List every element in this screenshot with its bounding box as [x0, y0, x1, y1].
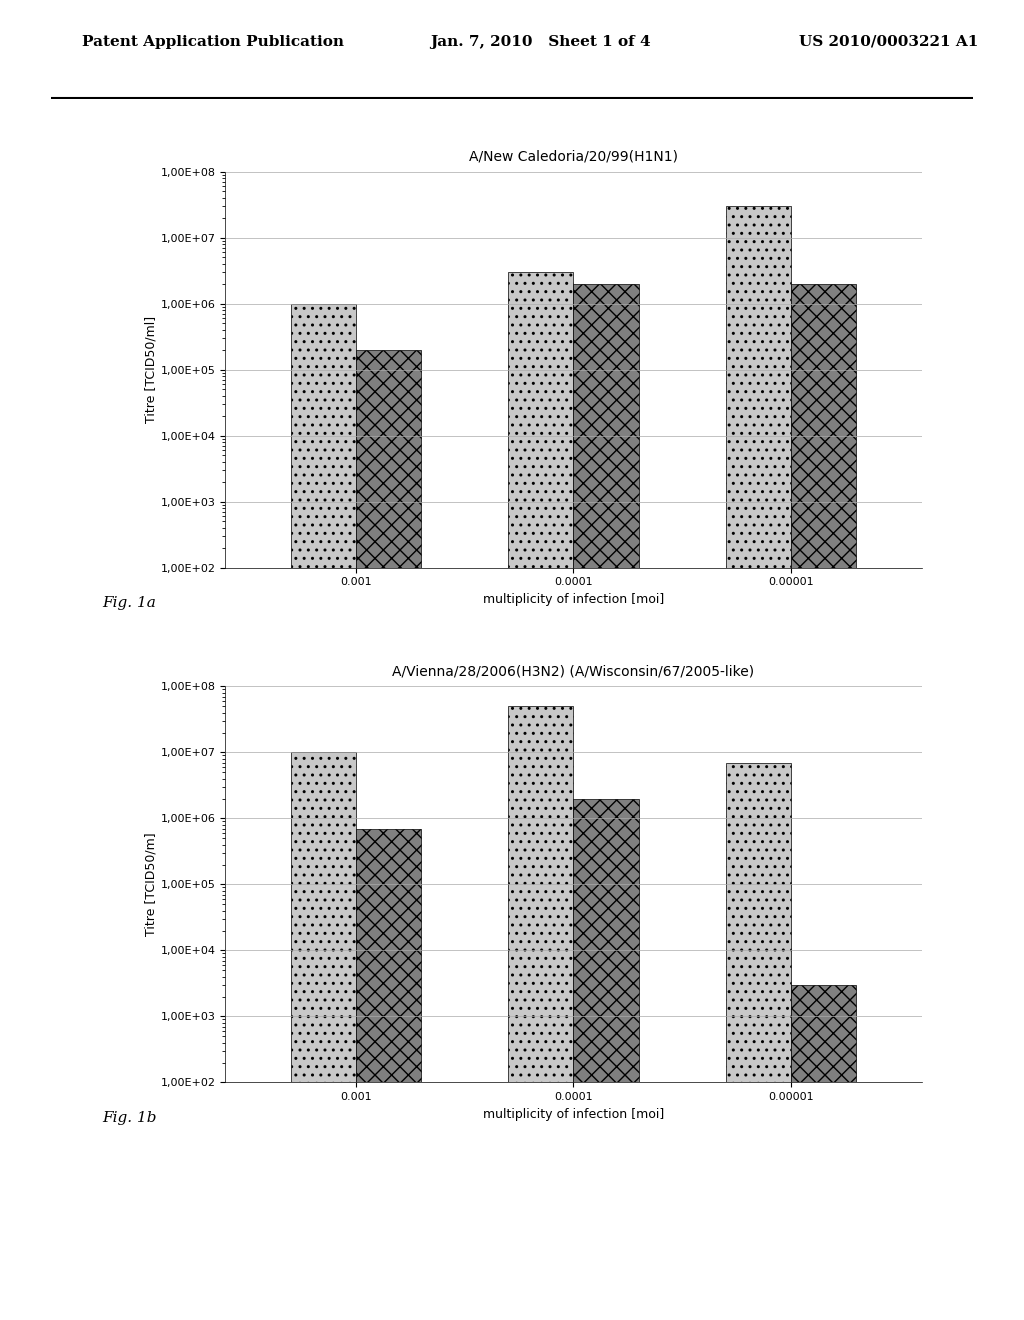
Bar: [508, 272, 573, 1320]
Text: Fig. 1b: Fig. 1b: [102, 1111, 157, 1125]
Text: Fig. 1a: Fig. 1a: [102, 597, 157, 610]
X-axis label: multiplicity of infection [moi]: multiplicity of infection [moi]: [482, 593, 665, 606]
Bar: [573, 284, 639, 1320]
Bar: [356, 829, 421, 1320]
Bar: [508, 706, 573, 1320]
Bar: [726, 206, 792, 1320]
Bar: [573, 799, 639, 1320]
Bar: [726, 763, 792, 1320]
Bar: [291, 304, 356, 1320]
Bar: [792, 985, 856, 1320]
Bar: [291, 752, 356, 1320]
Bar: [356, 350, 421, 1320]
Text: Jan. 7, 2010   Sheet 1 of 4: Jan. 7, 2010 Sheet 1 of 4: [430, 34, 650, 49]
Text: Patent Application Publication: Patent Application Publication: [82, 34, 344, 49]
Bar: [792, 284, 856, 1320]
Y-axis label: Titre [TCID50/ml]: Titre [TCID50/ml]: [144, 315, 158, 424]
X-axis label: multiplicity of infection [moi]: multiplicity of infection [moi]: [482, 1107, 665, 1121]
Title: A/Vienna/28/2006(H3N2) (A/Wisconsin/67/2005-like): A/Vienna/28/2006(H3N2) (A/Wisconsin/67/2…: [392, 664, 755, 678]
Text: US 2010/0003221 A1: US 2010/0003221 A1: [799, 34, 978, 49]
Title: A/New Caledoria/20/99(H1N1): A/New Caledoria/20/99(H1N1): [469, 149, 678, 164]
Y-axis label: Titre [TCID50/m]: Titre [TCID50/m]: [144, 833, 158, 936]
